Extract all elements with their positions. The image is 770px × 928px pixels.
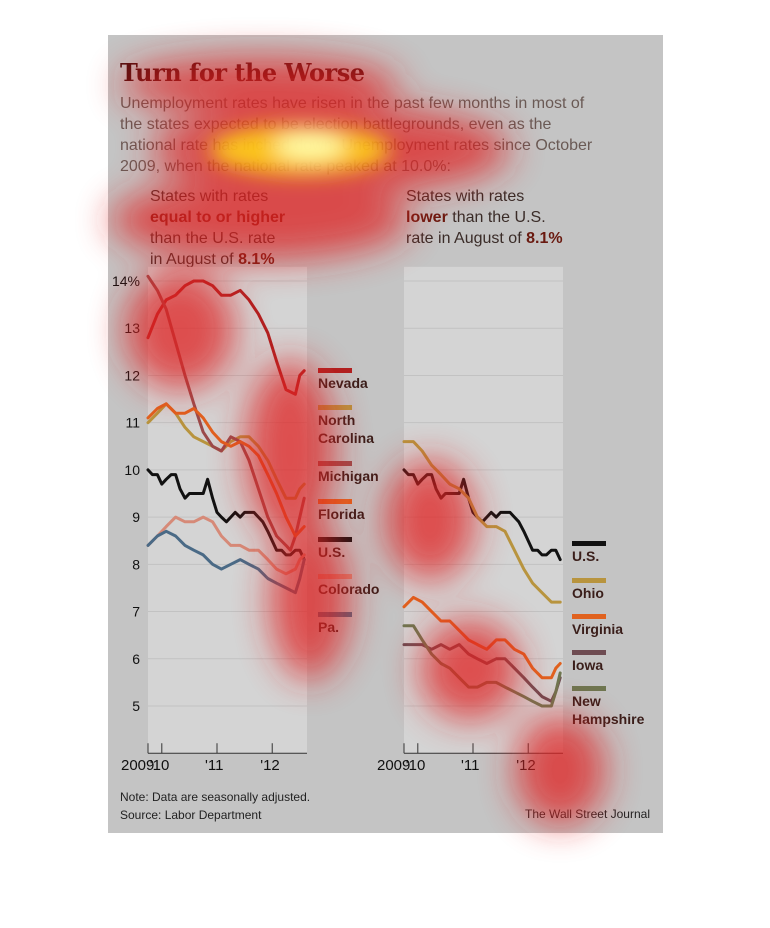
y-tick-label: 8 [132,556,140,572]
x-tick-label: 2009 [121,757,154,774]
x-tick-label: '10 [406,757,426,774]
note-text: Note: Data are seasonally adjusted. [120,790,311,804]
x-tick-label: 2009 [377,757,410,774]
legend-label: Virginia [572,621,623,637]
footnote: Note: Data are seasonally adjusted. Sour… [120,788,310,824]
x-tick-label: '11 [461,757,479,774]
legend-label: Michigan [318,468,379,484]
right-heading-line2: than the U.S. [447,209,546,226]
legend-label: New [572,693,601,709]
x-tick-label: '12 [260,757,280,774]
source-text: Source: Labor Department [120,808,262,822]
right-heading-line3: rate in August of [406,230,522,247]
legend-swatch [318,612,352,617]
y-tick-label: 7 [132,604,140,620]
legend-swatch [572,541,606,546]
x-tick-label: '11 [205,757,223,774]
y-tick-label: 9 [132,509,140,525]
y-tick-label: 13 [124,320,140,336]
legend-label: Iowa [572,657,603,673]
legend-label: Carolina [318,430,374,446]
y-tick-label: 5 [132,698,140,714]
legend-swatch [572,686,606,691]
legend-label: Nevada [318,375,368,391]
legend-swatch [318,537,352,542]
y-tick-label: 10 [124,462,140,478]
legend-swatch [572,650,606,655]
legend-swatch [318,405,352,410]
plot-background [404,266,563,754]
legend-label: Florida [318,506,365,522]
legend-label: North [318,412,355,428]
y-tick-label: 6 [132,651,140,667]
legend-label: Colorado [318,581,379,597]
x-tick-label: '10 [150,757,170,774]
legend-label: Hampshire [572,711,645,727]
x-tick-label: '12 [516,757,536,774]
legend-label: Ohio [572,585,604,601]
legend-swatch [572,578,606,583]
legend-label: U.S. [572,548,599,564]
y-tick-label: 14% [112,273,140,289]
legend-swatch [318,499,352,504]
legend-label: Pa. [318,619,339,635]
y-tick-label: 11 [125,415,140,431]
credit-text: The Wall Street Journal [525,807,650,821]
y-tick-label: 12 [124,367,140,383]
right-heading-value: 8.1% [526,230,563,247]
legend-swatch [318,574,352,579]
legend-label: U.S. [318,544,345,560]
legend-swatch [318,368,352,373]
legend-swatch [318,461,352,466]
legend-swatch [572,614,606,619]
right-heading-bold: lower [406,209,448,226]
